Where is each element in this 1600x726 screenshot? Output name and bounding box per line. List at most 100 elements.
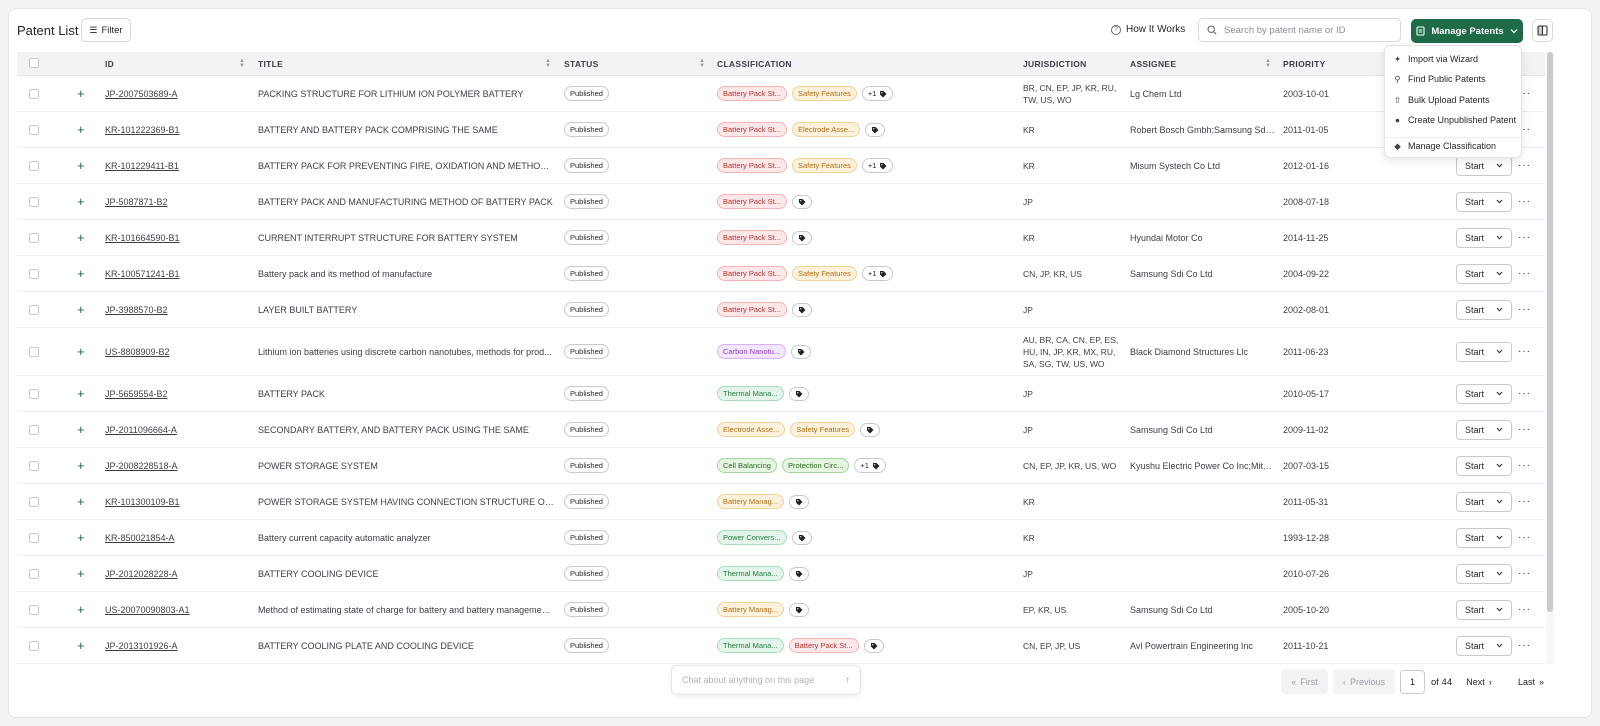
how-it-works-link[interactable]: ? How It Works [1111,24,1185,35]
classification-tag[interactable]: Safety Features [791,158,857,173]
classification-tag[interactable]: Battery Pack St... [717,230,787,245]
add-tag-button[interactable] [789,602,810,617]
row-checkbox[interactable] [29,388,39,399]
more-options-icon[interactable]: ··· [1518,268,1531,279]
patent-id-link[interactable]: KR-850021854-A [105,532,175,543]
more-options-icon[interactable]: ··· [1518,568,1531,579]
more-tags-button[interactable]: +1 [861,158,894,173]
start-button[interactable]: Start [1456,599,1512,620]
more-options-icon[interactable]: ··· [1518,160,1531,171]
more-options-icon[interactable]: ··· [1518,304,1531,315]
classification-tag[interactable]: Battery Pack St... [717,266,787,281]
add-tag-button[interactable] [788,566,809,581]
classification-tag[interactable]: Battery Pack St... [717,302,787,317]
add-tag-button[interactable] [863,638,884,653]
start-button[interactable]: Start [1456,491,1512,512]
col-classification[interactable]: CLASSIFICATION [717,59,792,69]
table-row[interactable]: + KR-850021854-A Battery current capacity … [17,520,1545,556]
more-options-icon[interactable]: ··· [1518,124,1531,135]
row-checkbox[interactable] [29,568,39,579]
row-checkbox[interactable] [29,604,39,615]
row-checkbox[interactable] [29,346,39,357]
more-options-icon[interactable]: ··· [1518,640,1531,651]
more-options-icon[interactable]: ··· [1518,346,1531,357]
table-row[interactable]: + KR-101664590-B1 CURRENT INTERRUPT STRUCT… [17,220,1545,256]
more-options-icon[interactable]: ··· [1518,460,1531,471]
plus-icon[interactable]: + [77,158,85,173]
chat-input[interactable] [682,675,832,685]
start-button[interactable]: Start [1456,227,1512,248]
col-priority[interactable]: PRIORITY [1283,59,1326,69]
table-row[interactable]: + KR-101222369-B1 BATTERY AND BATTERY PACK… [17,112,1545,148]
more-tags-button[interactable]: +1 [861,266,894,281]
table-row[interactable]: + JP-5659554-B2 BATTERY PACK Published Therm… [17,376,1545,412]
patent-id-link[interactable]: KR-101229411-B1 [105,160,179,171]
col-id[interactable]: ID [105,59,115,69]
menu-item-find-public[interactable]: ⚲ Find Public Patents [1393,72,1485,86]
sort-icon[interactable]: ▲ ▼ [699,58,705,69]
plus-icon[interactable]: + [77,566,85,581]
add-tag-button[interactable] [789,494,810,509]
patent-id-link[interactable]: JP-2008228518-A [105,460,178,471]
start-button[interactable]: Start [1456,263,1512,284]
add-tag-button[interactable] [791,302,812,317]
more-tags-button[interactable]: +1 [861,86,894,101]
plus-icon[interactable]: + [77,386,85,401]
more-tags-button[interactable]: +1 [854,458,886,473]
patent-id-link[interactable]: KR-101664590-B1 [105,232,180,243]
classification-tag[interactable]: Battery Pack St... [788,638,859,653]
classification-tag[interactable]: Battery Pack St... [717,86,787,101]
sort-icon[interactable]: ▲ ▼ [545,58,551,69]
row-checkbox[interactable] [29,88,39,99]
patent-id-link[interactable]: KR-101222369-B1 [105,124,180,135]
plus-icon[interactable]: + [77,302,85,317]
table-row[interactable]: + US-8808909-B2 Lithium ion batteries usin… [17,328,1545,376]
add-tag-button[interactable] [791,530,812,545]
classification-tag[interactable]: Safety Features [791,266,857,281]
table-row[interactable]: + KR-101300109-B1 POWER STORAGE SYSTEM HAV… [17,484,1545,520]
patent-id-link[interactable]: JP-5087871-B2 [105,196,168,207]
col-status[interactable]: STATUS [564,59,599,69]
start-button[interactable]: Start [1456,383,1512,404]
plus-icon[interactable]: + [77,230,85,245]
first-page-button[interactable]: «First [1281,669,1328,694]
start-button[interactable]: Start [1456,419,1512,440]
table-row[interactable]: + JP-2007503689-A PACKING STRUCTURE FOR LI… [17,76,1545,112]
plus-icon[interactable]: + [77,494,85,509]
manage-patents-button[interactable]: Manage Patents [1411,19,1523,43]
start-button[interactable]: Start [1456,341,1512,362]
select-all-checkbox[interactable] [29,58,39,70]
plus-icon[interactable]: + [77,602,85,617]
plus-icon[interactable]: + [77,422,85,437]
plus-icon[interactable]: + [77,638,85,653]
classification-tag[interactable]: Safety Features [790,422,856,437]
classification-tag[interactable]: Protection Circ... [781,458,850,473]
col-jurisdiction[interactable]: JURISDICTION [1023,59,1087,69]
row-checkbox[interactable] [29,268,39,279]
plus-icon[interactable]: + [77,122,85,137]
plus-icon[interactable]: + [77,458,85,473]
menu-item-bulk-upload[interactable]: ⇧ Bulk Upload Patents [1393,93,1490,107]
add-tag-button[interactable] [788,386,809,401]
more-options-icon[interactable]: ··· [1518,232,1531,243]
classification-tag[interactable]: Electrode Asse... [717,422,786,437]
patent-id-link[interactable]: JP-2012028228-A [105,568,178,579]
menu-item-create-unpublished[interactable]: ● Create Unpublished Patent [1393,113,1516,127]
classification-tag[interactable]: Battery Pack St... [717,122,787,137]
search-input[interactable] [1224,24,1394,36]
sort-icon[interactable]: ▲ ▼ [239,58,245,69]
classification-tag[interactable]: Cell Balancing [717,458,777,473]
more-options-icon[interactable]: ··· [1518,604,1531,615]
patent-id-link[interactable]: US-20070090803-A1 [105,604,190,615]
start-button[interactable]: Start [1456,563,1512,584]
send-arrow-icon[interactable]: ↑ [845,674,850,686]
add-tag-button[interactable] [791,344,812,359]
table-row[interactable]: + KR-101229411-B1 BATTERY PACK FOR PREVENT… [17,148,1545,184]
table-row[interactable]: + JP-2012028228-A BATTERY COOLING DEVICE Pu… [17,556,1545,592]
table-row[interactable]: + JP-2008228518-A POWER STORAGE SYSTEM Publ… [17,448,1545,484]
start-button[interactable]: Start [1456,455,1512,476]
add-tag-button[interactable] [791,230,812,245]
classification-tag[interactable]: Battery Pack St... [717,194,787,209]
menu-item-manage-classification[interactable]: ◆ Manage Classification [1393,139,1496,153]
filter-button[interactable]: ☰ Filter [81,18,131,42]
